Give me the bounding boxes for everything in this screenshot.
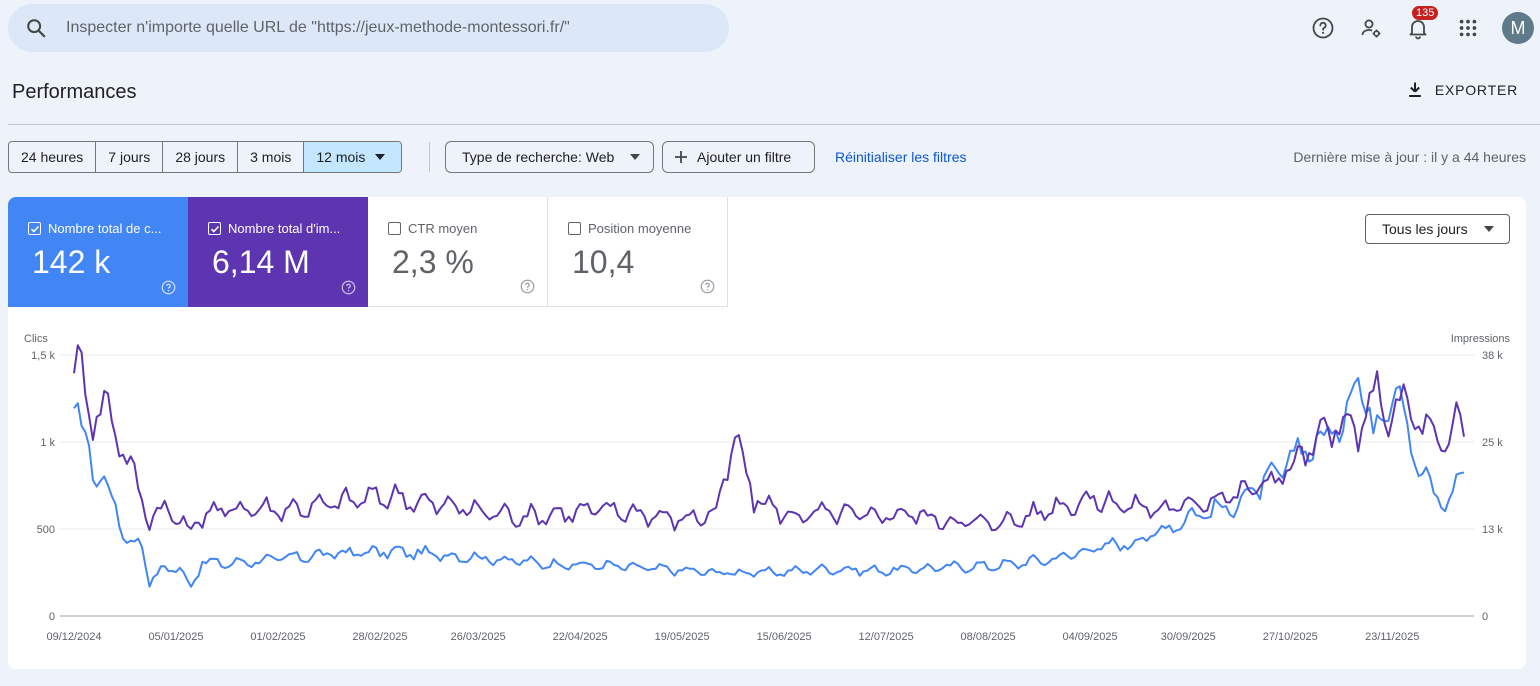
y-axis-right-label: Impressions: [1451, 333, 1511, 345]
header-divider: [8, 124, 1540, 125]
y-tick-left: 0: [49, 611, 55, 623]
x-tick-label: 15/06/2025: [757, 631, 812, 643]
checkbox-unchecked-icon: [388, 222, 401, 235]
checkbox-unchecked-icon: [568, 222, 581, 235]
plus-icon: [675, 151, 687, 163]
range-12m-label: 12 mois: [316, 149, 366, 165]
checkbox-checked-icon: [28, 222, 41, 235]
y-tick-left: 1,5 k: [31, 350, 55, 362]
y-tick-right: 38 k: [1482, 350, 1503, 362]
x-tick-label: 30/09/2025: [1161, 631, 1216, 643]
help-icon[interactable]: [1305, 10, 1341, 46]
x-tick-label: 27/10/2025: [1263, 631, 1318, 643]
metric-impressions[interactable]: Nombre total d'im... 6,14 M: [188, 197, 368, 307]
chart-gridlines: [60, 354, 1474, 617]
metric-ctr[interactable]: CTR moyen 2,3 %: [368, 197, 548, 307]
y-tick-left: 1 k: [40, 437, 55, 449]
caret-down-icon: [630, 154, 641, 160]
x-ticks: 09/12/2024 05/01/2025 01/02/2025 28/02/2025…: [46, 631, 1419, 643]
last-update-text: Dernière mise à jour : il y a 44 heures: [1293, 149, 1526, 165]
y-tick-left: 500: [37, 524, 55, 536]
download-icon: [1408, 82, 1421, 97]
page-title: Performances: [12, 81, 137, 103]
search-type-filter[interactable]: Type de recherche: Web: [445, 141, 654, 173]
add-filter-label: Ajouter un filtre: [697, 149, 792, 165]
x-tick-label: 26/03/2025: [451, 631, 506, 643]
metric-clicks[interactable]: Nombre total de c... 142 k: [8, 197, 188, 307]
url-inspection-bar[interactable]: [8, 4, 729, 52]
x-tick-label: 23/11/2025: [1365, 631, 1419, 643]
help-icon[interactable]: [700, 279, 715, 294]
search-icon: [8, 17, 64, 39]
y-ticks-left: 0 500 1 k 1,5 k: [31, 350, 55, 623]
search-type-label: Type de recherche: Web: [462, 149, 615, 165]
checkbox-checked-icon: [208, 222, 221, 235]
apps-grid-icon[interactable]: [1450, 10, 1486, 46]
x-tick-label: 01/02/2025: [250, 631, 305, 643]
day-aggregation-label: Tous les jours: [1382, 221, 1468, 237]
range-24h[interactable]: 24 heures: [9, 142, 97, 172]
x-tick-label: 08/08/2025: [961, 631, 1016, 643]
performance-card: Nombre total de c... 142 k Nombre total …: [8, 197, 1526, 669]
series-line-clics: [73, 377, 1465, 588]
range-3m[interactable]: 3 mois: [238, 142, 305, 172]
help-icon[interactable]: [161, 280, 176, 295]
y-tick-right: 0: [1482, 611, 1488, 623]
x-tick-label: 12/07/2025: [859, 631, 914, 643]
x-tick-label: 22/04/2025: [553, 631, 608, 643]
metric-clicks-value: 142 k: [32, 244, 111, 280]
y-tick-right: 13 k: [1482, 524, 1503, 536]
x-tick-label: 09/12/2024: [46, 631, 101, 643]
metric-impressions-value: 6,14 M: [212, 244, 310, 280]
export-button[interactable]: EXPORTER: [1405, 80, 1518, 100]
metric-position-value: 10,4: [572, 244, 635, 280]
metric-position[interactable]: Position moyenne 10,4: [548, 197, 728, 307]
chart-lines: [73, 344, 1465, 588]
date-range-group: 24 heures 7 jours 28 jours 3 mois 12 moi…: [8, 141, 403, 173]
y-axis-left-label: Clics: [24, 333, 48, 345]
x-tick-label: 04/09/2025: [1063, 631, 1118, 643]
x-tick-label: 28/02/2025: [352, 631, 407, 643]
caret-down-icon: [1483, 226, 1494, 232]
performance-chart: Clics Impressions 0 500 1 k 1,5 k 0 13 k 25 k…: [24, 333, 1511, 643]
notification-badge: 135: [1412, 6, 1439, 20]
y-ticks-right: 0 13 k 25 k 38 k: [1482, 350, 1503, 623]
caret-down-icon: [375, 154, 386, 160]
range-7d[interactable]: 7 jours: [96, 142, 164, 172]
range-28d[interactable]: 28 jours: [163, 142, 239, 172]
x-tick-label: 19/05/2025: [655, 631, 710, 643]
help-icon[interactable]: [520, 279, 535, 294]
filter-separator: [429, 142, 430, 172]
help-icon[interactable]: [341, 280, 356, 295]
range-12m[interactable]: 12 mois: [304, 142, 402, 172]
series-line-impressions: [73, 344, 1465, 532]
url-inspection-input[interactable]: [64, 19, 704, 37]
user-settings-icon[interactable]: [1353, 10, 1389, 46]
x-tick-label: 05/01/2025: [148, 631, 203, 643]
day-aggregation-select[interactable]: Tous les jours: [1365, 214, 1510, 244]
add-filter-button[interactable]: Ajouter un filtre: [662, 141, 815, 173]
metric-ctr-value: 2,3 %: [392, 244, 474, 280]
y-tick-right: 25 k: [1482, 437, 1503, 449]
notifications-icon[interactable]: 135: [1400, 6, 1439, 46]
reset-filters-link[interactable]: Réinitialiser les filtres: [835, 149, 967, 165]
export-label: EXPORTER: [1434, 82, 1518, 98]
avatar[interactable]: M: [1502, 12, 1534, 44]
